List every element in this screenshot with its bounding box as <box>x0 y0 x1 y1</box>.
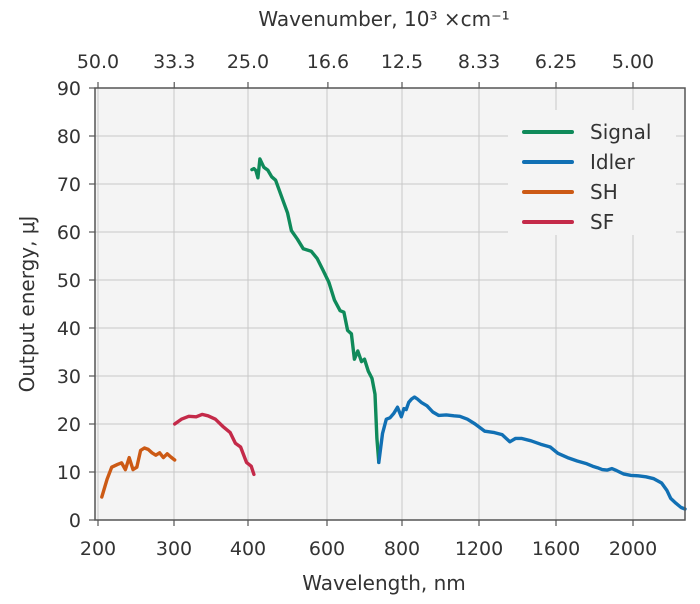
series-line-sh <box>100 446 177 499</box>
top-tick-label: 33.3 <box>153 51 195 73</box>
top-tick-label: 5.00 <box>612 51 654 73</box>
top-tick-label: 6.25 <box>535 51 577 73</box>
y-tick-label: 0 <box>69 510 81 532</box>
x-axis-title: Wavelength, nm <box>302 571 466 595</box>
x-tick-label: 1600 <box>532 538 580 560</box>
series-line-signal <box>250 157 381 465</box>
x-tick-label: 200 <box>80 538 116 560</box>
y-tick-label: 10 <box>57 462 81 484</box>
x-tick-label: 800 <box>384 538 420 560</box>
legend-label-sh: SH <box>590 180 618 204</box>
y-tick-label: 80 <box>57 126 81 148</box>
series-layer <box>100 157 687 511</box>
legend-label-signal: Signal <box>590 120 651 144</box>
legend-label-sf: SF <box>590 210 614 234</box>
series-line-idler <box>377 395 687 511</box>
top-tick-label: 16.6 <box>307 51 349 73</box>
x-tick-label: 300 <box>156 538 192 560</box>
y-tick-label: 30 <box>57 366 81 388</box>
series-line-sf <box>173 412 256 477</box>
legend-label-idler: Idler <box>590 150 635 174</box>
top-tick-label: 50.0 <box>77 51 119 73</box>
x-tick-label: 400 <box>230 538 266 560</box>
y-tick-label: 50 <box>57 270 81 292</box>
plot-frame <box>94 87 686 521</box>
top-tick-label: 12.5 <box>381 51 423 73</box>
legend: Signal Idler SH SF <box>508 110 676 235</box>
y-axis-title: Output energy, μJ <box>15 216 39 393</box>
x-tick-label: 1200 <box>455 538 503 560</box>
y-tick-label: 70 <box>57 174 81 196</box>
y-tick-label: 60 <box>57 222 81 244</box>
top-tick-label: 25.0 <box>227 51 269 73</box>
y-tick-label: 40 <box>57 318 81 340</box>
x-tick-label: 2000 <box>609 538 657 560</box>
top-tick-label: 8.33 <box>458 51 500 73</box>
tick-layer: 200 300 400 600 800 1200 1600 2000 0 10 20 30 40 50 60… <box>57 51 657 560</box>
top-axis-title: Wavenumber, 10³ ×cm⁻¹ <box>258 7 509 31</box>
x-tick-label: 600 <box>309 538 345 560</box>
y-tick-label: 90 <box>57 78 81 100</box>
y-tick-label: 20 <box>57 414 81 436</box>
